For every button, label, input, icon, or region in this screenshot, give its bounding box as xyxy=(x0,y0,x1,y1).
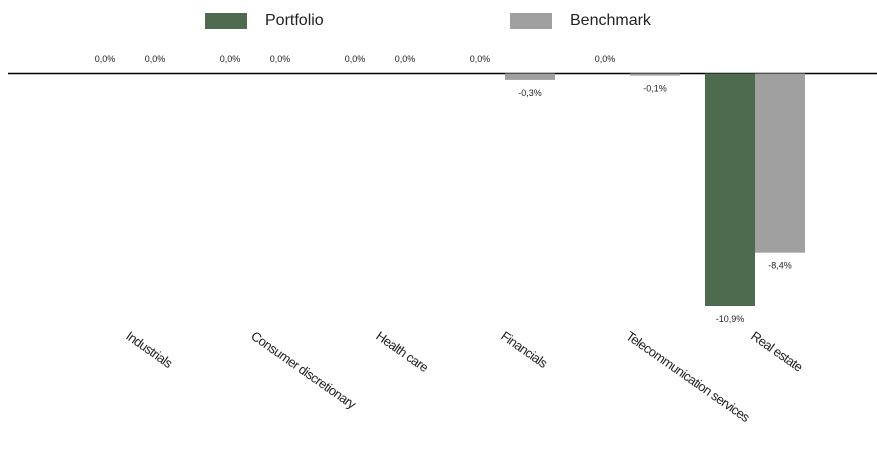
legend-swatch-benchmark xyxy=(510,13,552,29)
bar-portfolio-real-estate xyxy=(705,73,755,306)
data-label-benchmark-industrials: 0,0% xyxy=(145,54,166,64)
data-label-portfolio-health-care: 0,0% xyxy=(345,54,366,64)
category-label-telecommunication-services: Telecommunication services xyxy=(623,328,753,425)
legend-item-benchmark: Benchmark xyxy=(510,10,651,32)
category-label-health-care: Health care xyxy=(373,328,431,375)
bar-benchmark-financials xyxy=(505,73,555,80)
data-label-benchmark-real-estate: -8,4% xyxy=(768,261,792,271)
data-label-benchmark-consumer-discretionary: 0,0% xyxy=(270,54,291,64)
data-label-portfolio-consumer-discretionary: 0,0% xyxy=(220,54,241,64)
category-label-consumer-discretionary: Consumer discretionary xyxy=(248,328,359,412)
legend-swatch-portfolio xyxy=(205,13,247,29)
data-label-portfolio-financials: 0,0% xyxy=(470,54,491,64)
category-label-industrials: Industrials xyxy=(123,328,176,371)
bar-benchmark-real-estate xyxy=(755,73,805,253)
category-label-real-estate: Real estate xyxy=(748,328,805,374)
data-label-portfolio-telecommunication-services: 0,0% xyxy=(595,54,616,64)
legend-label-benchmark: Benchmark xyxy=(570,12,651,29)
data-label-portfolio-real-estate: -10,9% xyxy=(716,314,745,324)
bar-benchmark-telecommunication-services xyxy=(630,73,680,76)
data-label-benchmark-financials: -0,3% xyxy=(518,88,542,98)
legend-item-portfolio: Portfolio xyxy=(205,10,324,32)
data-label-benchmark-health-care: 0,0% xyxy=(395,54,416,64)
category-label-financials: Financials xyxy=(498,328,551,371)
data-label-benchmark-telecommunication-services: -0,1% xyxy=(643,84,667,94)
legend-label-portfolio: Portfolio xyxy=(265,12,324,29)
data-label-portfolio-industrials: 0,0% xyxy=(95,54,116,64)
